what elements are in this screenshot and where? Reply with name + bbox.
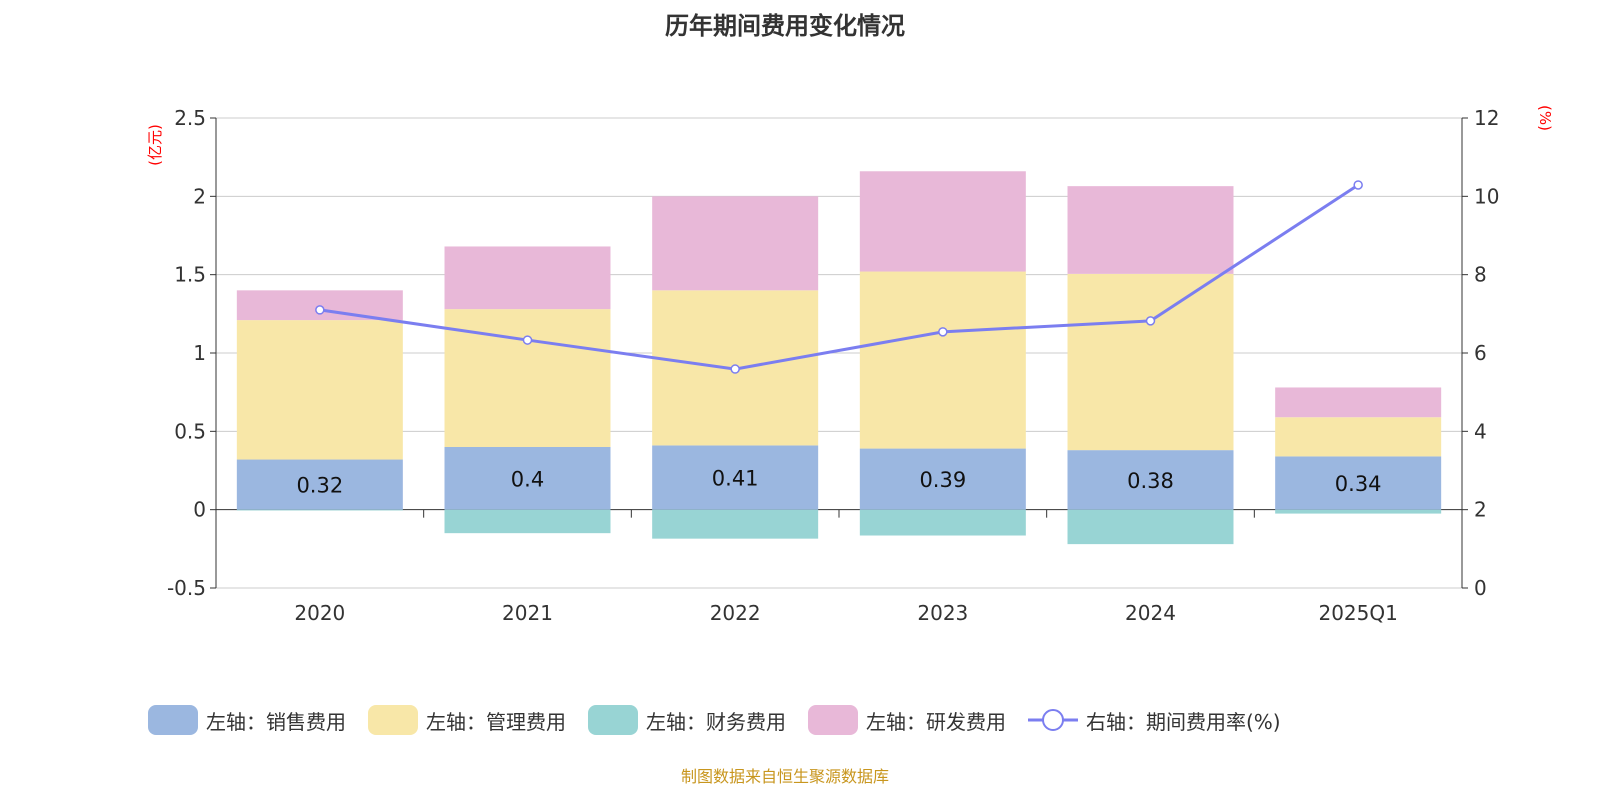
line-point — [1145, 316, 1156, 326]
bar-左轴：财务费用 — [859, 509, 1026, 536]
x-tick-label: 2022 — [710, 601, 761, 625]
bar-data-label: 0.4 — [511, 467, 544, 491]
chart-svg: -0.5 0 0.5 1 1.5 2 2.5 0 2 4 6 8 10 12 (亿元) (%) 2020 2021… — [146, 105, 1554, 625]
x-tick-label: 2020 — [294, 601, 345, 625]
left-tick-label: 2 — [193, 184, 206, 208]
right-tick-label: 8 — [1474, 263, 1487, 287]
legend-item[interactable]: 左轴：销售费用 — [148, 705, 346, 735]
bar-左轴：销售费用 — [1275, 456, 1442, 510]
bar-左轴：管理费用 — [236, 320, 403, 460]
right-tick-label: 6 — [1474, 341, 1487, 365]
left-tick-label: 2.5 — [174, 106, 206, 130]
line-point — [1353, 180, 1363, 190]
bar-左轴：财务费用 — [444, 509, 611, 534]
bar-左轴：研发费用 — [1275, 387, 1442, 418]
bar-data-label: 0.32 — [296, 474, 343, 498]
chart-title: 历年期间费用变化情况 — [665, 12, 905, 40]
line-series — [319, 183, 1359, 371]
legend-swatch — [588, 705, 638, 735]
line-point — [522, 335, 533, 345]
right-tick-label: 4 — [1474, 419, 1487, 443]
legend-swatch — [148, 705, 198, 735]
legend: 左轴：销售费用 左轴：管理费用 左轴：财务费用 左轴：研发费用 右轴：期间费用率(%) — [148, 705, 1303, 735]
right-tick-label: 10 — [1474, 184, 1499, 208]
right-tick-label: 2 — [1474, 498, 1487, 522]
x-tick-label: 2021 — [502, 601, 553, 625]
legend-swatch — [808, 705, 858, 735]
left-tick-label: 1 — [193, 341, 206, 365]
bar-左轴：销售费用 — [444, 447, 611, 510]
legend-label: 左轴：管理费用 — [426, 709, 566, 734]
x-tick-label: 2025Q1 — [1318, 601, 1397, 625]
source-note: 制图数据来自恒生聚源数据库 — [680, 767, 889, 786]
bar-左轴：研发费用 — [1067, 186, 1234, 274]
left-tick-label: 0.5 — [174, 419, 206, 443]
line-point — [938, 327, 948, 337]
right-tick-label: 0 — [1474, 576, 1487, 600]
legend-label: 右轴：期间费用率(%) — [1086, 709, 1281, 734]
bar-左轴：财务费用 — [652, 509, 819, 539]
legend-item[interactable]: 左轴：研发费用 — [808, 705, 1006, 735]
legend-item[interactable]: 左轴：管理费用 — [368, 705, 566, 735]
bar-左轴：管理费用 — [1067, 273, 1234, 451]
bar-左轴：财务费用 — [1275, 509, 1442, 514]
left-tick-label: 1.5 — [174, 263, 206, 287]
bar-左轴：销售费用 — [236, 459, 403, 510]
legend-item[interactable]: 左轴：财务费用 — [588, 705, 786, 735]
bar-左轴：管理费用 — [859, 271, 1026, 449]
bar-data-label: 0.34 — [1335, 472, 1382, 496]
bar-data-label: 0.38 — [1127, 469, 1174, 493]
right-tick-label: 12 — [1474, 106, 1499, 130]
bar-左轴：管理费用 — [444, 309, 611, 447]
left-tick-label: -0.5 — [167, 576, 206, 600]
legend-item[interactable]: 右轴：期间费用率(%) — [1028, 705, 1281, 735]
right-axis-label: (%) — [1536, 105, 1554, 131]
bar-data-label: 0.41 — [712, 467, 759, 491]
bar-data-label: 0.39 — [919, 468, 966, 492]
bar-左轴：管理费用 — [1275, 417, 1442, 457]
legend-label: 左轴：财务费用 — [646, 709, 786, 734]
line-point — [730, 364, 740, 374]
bar-左轴：研发费用 — [859, 171, 1026, 272]
bar-左轴：销售费用 — [859, 448, 1026, 510]
bar-左轴：研发费用 — [652, 196, 819, 291]
left-axis-label: (亿元) — [146, 124, 164, 166]
legend-line-icon — [1028, 709, 1078, 731]
x-tick-label: 2024 — [1125, 601, 1176, 625]
line-point — [315, 305, 325, 315]
bar-左轴：研发费用 — [444, 246, 611, 310]
legend-label: 左轴：研发费用 — [866, 709, 1006, 734]
left-tick-label: 0 — [193, 498, 206, 522]
bar-左轴：销售费用 — [652, 445, 819, 510]
x-tick-label: 2023 — [917, 601, 968, 625]
legend-label: 左轴：销售费用 — [206, 709, 346, 734]
bar-左轴：销售费用 — [1067, 450, 1234, 510]
bar-左轴：财务费用 — [1067, 509, 1234, 545]
legend-swatch — [368, 705, 418, 735]
bar-左轴：财务费用 — [236, 509, 403, 511]
